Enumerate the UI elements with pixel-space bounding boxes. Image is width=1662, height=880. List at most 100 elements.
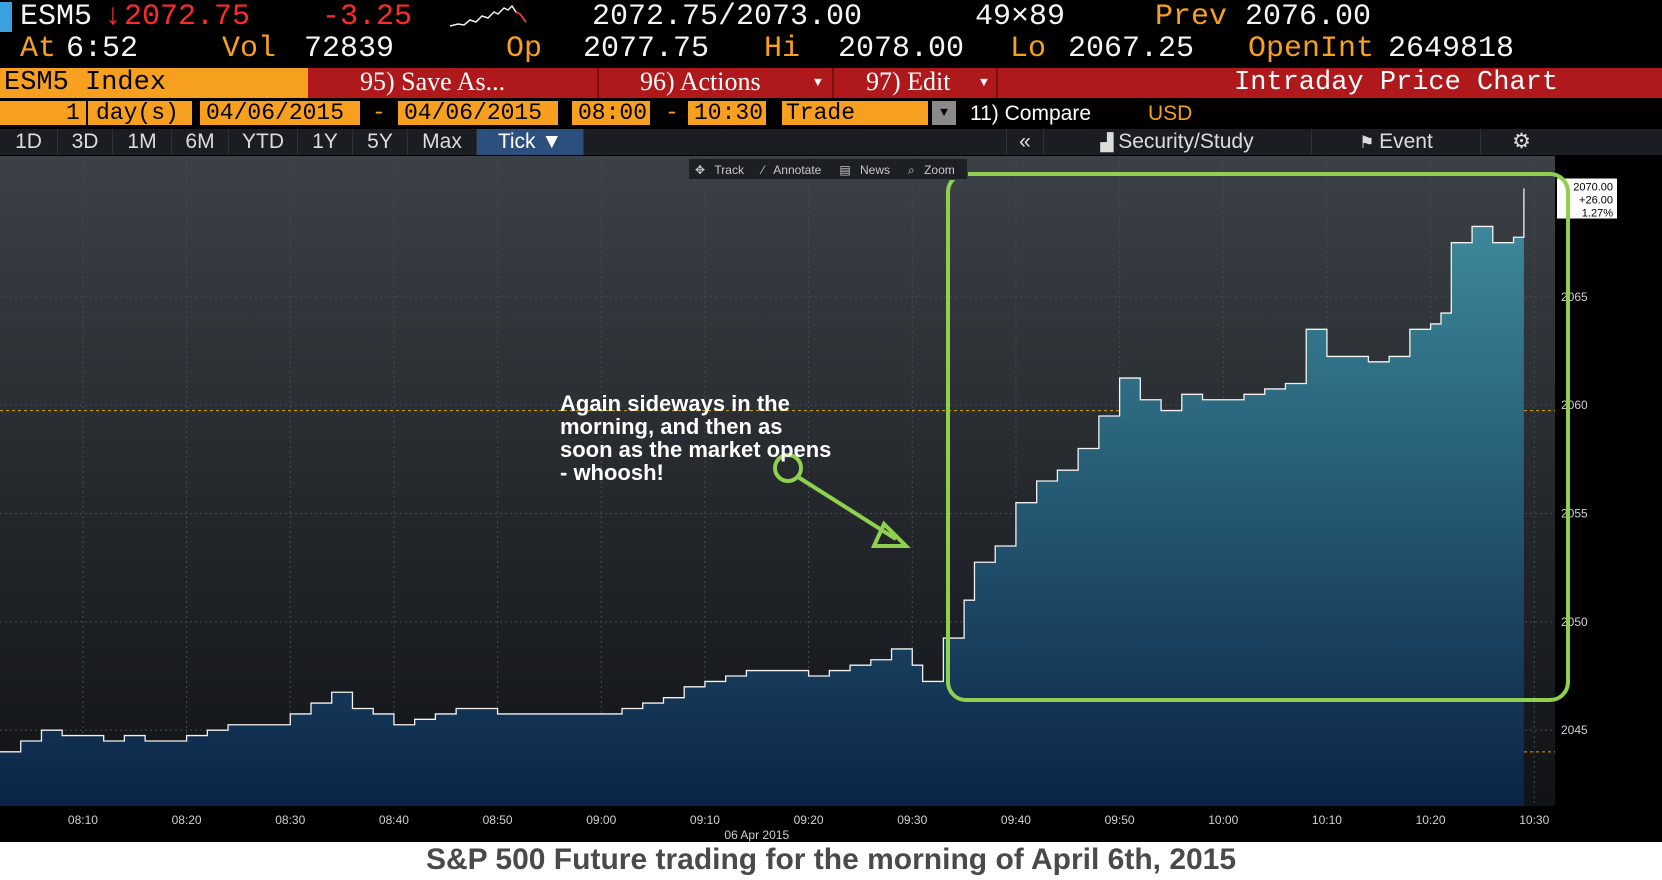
track-label: Track bbox=[714, 163, 744, 177]
y-tick-label: 2045 bbox=[1561, 723, 1588, 737]
currency[interactable]: USD bbox=[1148, 102, 1193, 125]
quote-row-2: At 6:52 Vol 72839 Op 2077.75 Hi 2078.00 … bbox=[0, 33, 1662, 66]
highlight-box bbox=[946, 172, 1570, 702]
prev-label: Prev bbox=[1155, 0, 1228, 34]
last-price-value: 2070.00 bbox=[1573, 182, 1613, 194]
open-value: 2077.75 bbox=[583, 32, 710, 66]
actions-menu[interactable]: 96) Actions bbox=[640, 67, 761, 96]
event-label: Event bbox=[1379, 130, 1433, 153]
edit-chevron-down-icon[interactable]: ▼ bbox=[980, 75, 988, 90]
period-unit-field[interactable]: day(s) bbox=[88, 101, 192, 125]
data-type-chevron-down-icon[interactable]: ▼ bbox=[932, 101, 956, 125]
x-tick-label: 08:50 bbox=[483, 813, 513, 827]
period-count-field[interactable]: 1 bbox=[0, 101, 86, 125]
arrow-head bbox=[870, 520, 911, 548]
high-label: Hi bbox=[764, 32, 801, 66]
data-type-select[interactable]: Trade bbox=[782, 101, 928, 125]
arrow-shaft bbox=[796, 475, 898, 541]
tab-1d[interactable]: 1D bbox=[0, 129, 58, 155]
last-price: 2072.75 bbox=[124, 0, 251, 34]
quote-time: 6:52 bbox=[66, 32, 139, 66]
date-label: 06 Apr 2015 bbox=[724, 828, 789, 842]
annotation-text: Again sideways in the morning, and then … bbox=[560, 391, 832, 485]
track-button[interactable]: ✥ Track bbox=[689, 159, 756, 182]
toolbar-divider bbox=[996, 68, 998, 98]
compare-button[interactable]: 11) Compare bbox=[970, 102, 1091, 125]
price-area bbox=[0, 188, 1524, 806]
edit-menu[interactable]: 97) Edit bbox=[866, 67, 951, 96]
x-tick-label: 10:20 bbox=[1416, 813, 1446, 827]
x-tick-label: 09:20 bbox=[794, 813, 824, 827]
low-label: Lo bbox=[1010, 32, 1047, 66]
toolbar-divider bbox=[597, 68, 599, 98]
tab-1m[interactable]: 1M bbox=[113, 129, 172, 155]
x-tick-label: 09:40 bbox=[1001, 813, 1031, 827]
price-line bbox=[0, 188, 1525, 753]
end-date: 04/06/2015 bbox=[404, 100, 543, 126]
security-field[interactable]: ESM5 Index bbox=[0, 68, 308, 98]
actions-chevron-down-icon[interactable]: ▼ bbox=[814, 75, 822, 90]
high-value: 2078.00 bbox=[838, 32, 965, 66]
y-tick-label: 2060 bbox=[1561, 398, 1588, 412]
chart-toolbar: ✥ Track ⁄ Annotate ▤ News ⌕ Zoom bbox=[688, 158, 968, 180]
start-time-field[interactable]: 08:00 bbox=[572, 101, 650, 125]
prev-value: 2076.00 bbox=[1245, 0, 1372, 34]
period-unit: day(s) bbox=[96, 100, 179, 126]
zoom-button[interactable]: ⌕ Zoom bbox=[902, 159, 967, 182]
x-tick-label: 08:40 bbox=[379, 813, 409, 827]
tab-6m[interactable]: 6M bbox=[172, 129, 229, 155]
range-dash: - bbox=[372, 100, 386, 126]
event-button[interactable]: ⚑ Event bbox=[1312, 129, 1481, 155]
last-price-change: +26.00 bbox=[1579, 195, 1613, 207]
tab-ytd[interactable]: YTD bbox=[229, 129, 298, 155]
data-type-value: Trade bbox=[786, 100, 856, 126]
x-axis-band bbox=[0, 806, 1662, 842]
x-tick-label: 09:50 bbox=[1105, 813, 1135, 827]
start-date-field[interactable]: 04/06/2015 bbox=[200, 101, 360, 125]
security-study-button[interactable]: ▟ Security/Study bbox=[1043, 129, 1312, 155]
last-arrow-icon: ↓ bbox=[104, 0, 123, 34]
tab-tick[interactable]: Tick ▼ bbox=[477, 129, 584, 155]
annotate-label: Annotate bbox=[773, 163, 822, 177]
caption: S&P 500 Future trading for the morning o… bbox=[0, 842, 1662, 880]
x-tick-label: 09:30 bbox=[897, 813, 927, 827]
x-tick-label: 10:30 bbox=[1519, 813, 1549, 827]
chart-study-icon: ▟ bbox=[1100, 133, 1119, 152]
price-chart[interactable]: 08:10 08:20 08:30 08:40 08:50 09:00 09:10 09:20… bbox=[0, 156, 1662, 842]
open-interest-value: 2649818 bbox=[1388, 32, 1515, 66]
news-label: News bbox=[860, 163, 891, 177]
tab-max[interactable]: Max bbox=[408, 129, 477, 155]
x-axis: 08:10 08:20 08:30 08:40 08:50 09:00 09:10 09:20… bbox=[0, 806, 1662, 842]
x-tick-label: 08:30 bbox=[275, 813, 305, 827]
last-price-pct: 1.27% bbox=[1582, 208, 1613, 220]
y-tick-label: 2065 bbox=[1561, 290, 1588, 304]
ticker-marker bbox=[0, 2, 12, 32]
tab-5y[interactable]: 5Y bbox=[353, 129, 408, 155]
time-dash: - bbox=[665, 100, 679, 126]
collapse-icon[interactable]: « bbox=[1006, 129, 1044, 155]
y-axis: 2045 2050 2055 2060 2065 bbox=[1555, 156, 1662, 806]
end-date-field[interactable]: 04/06/2015 bbox=[398, 101, 558, 125]
security-label: ESM5 Index bbox=[4, 68, 167, 98]
news-button[interactable]: ▤ News bbox=[833, 159, 902, 182]
open-label: Op bbox=[506, 32, 543, 66]
ticker[interactable]: ESM5 bbox=[20, 0, 93, 34]
bid-ask: 2072.75/2073.00 bbox=[592, 0, 863, 34]
end-time-field[interactable]: 10:30 bbox=[688, 101, 766, 125]
x-tick-label: 08:20 bbox=[172, 813, 202, 827]
y-axis-band bbox=[1555, 156, 1662, 806]
open-interest-label: OpenInt bbox=[1248, 32, 1375, 66]
period-count: 1 bbox=[66, 100, 80, 126]
save-as-button[interactable]: 95) Save As... bbox=[360, 67, 506, 96]
tab-3d[interactable]: 3D bbox=[58, 129, 113, 155]
zoom-label: Zoom bbox=[924, 163, 955, 177]
net-change: -3.25 bbox=[322, 0, 413, 34]
annotate-button[interactable]: ⁄ Annotate bbox=[756, 159, 833, 182]
page-title: Intraday Price Chart bbox=[1234, 68, 1559, 98]
end-time: 10:30 bbox=[694, 100, 764, 126]
tab-1y[interactable]: 1Y bbox=[298, 129, 353, 155]
low-value: 2067.25 bbox=[1068, 32, 1195, 66]
gear-icon[interactable]: ⚙ bbox=[1512, 130, 1531, 153]
security-study-label: Security/Study bbox=[1118, 130, 1254, 153]
arrow-start-circle bbox=[773, 453, 803, 483]
